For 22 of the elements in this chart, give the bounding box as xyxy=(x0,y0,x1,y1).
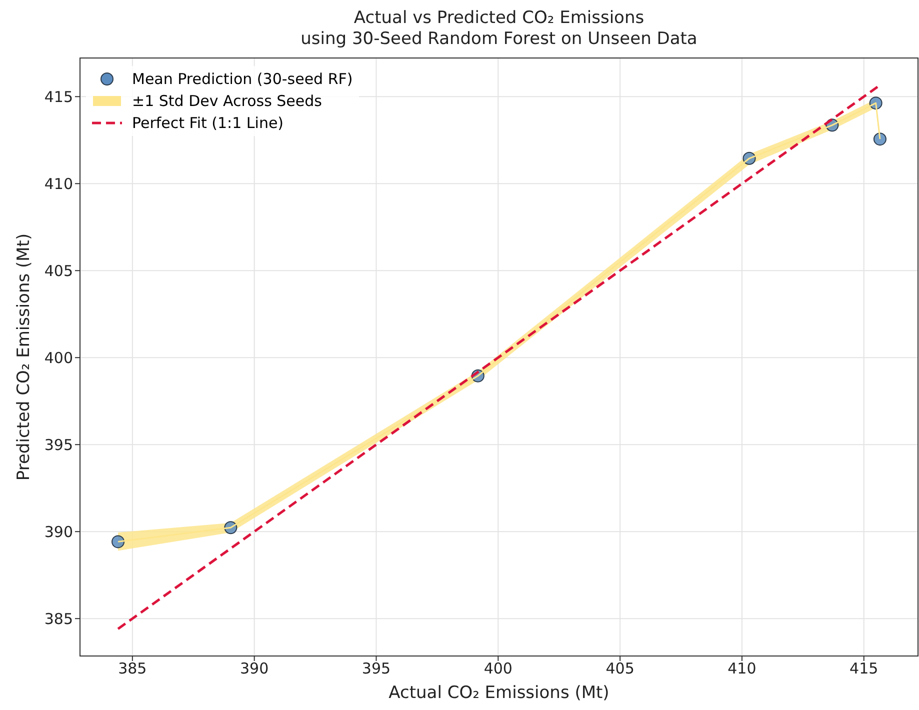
x-tick-label: 400 xyxy=(484,660,512,678)
chart-title: Actual vs Predicted CO₂ Emissions using 30-Seed Random Forest on Unseen Data xyxy=(300,8,698,50)
x-tick-label: 385 xyxy=(118,660,147,678)
y-tick-label: 395 xyxy=(44,436,73,454)
y-tick-label: 385 xyxy=(44,610,73,628)
y-tick-label: 400 xyxy=(44,348,73,367)
x-tick-label: 405 xyxy=(606,660,634,678)
y-tick-label: 405 xyxy=(44,262,73,280)
legend-label: Mean Prediction (30-seed RF) xyxy=(132,69,353,90)
point xyxy=(873,132,886,146)
x-tick-label: 395 xyxy=(362,660,391,678)
x-tick-label: 390 xyxy=(240,660,269,678)
y-axis-title: Predicted CO₂ Emissions (Mt) xyxy=(14,233,34,481)
point xyxy=(112,535,125,548)
legend-label: ±1 Std Dev Across Seeds xyxy=(132,91,322,112)
y-tick-label: 415 xyxy=(44,88,73,106)
x-axis-title: Actual CO₂ Emissions (Mt) xyxy=(388,683,610,703)
x-tick-label: 415 xyxy=(850,660,878,678)
legend-label: Perfect Fit (1:1 Line) xyxy=(132,113,284,134)
y-tick-label: 390 xyxy=(44,522,73,541)
y-tick-label: 410 xyxy=(44,174,73,193)
x-tick-label: 410 xyxy=(728,660,756,678)
